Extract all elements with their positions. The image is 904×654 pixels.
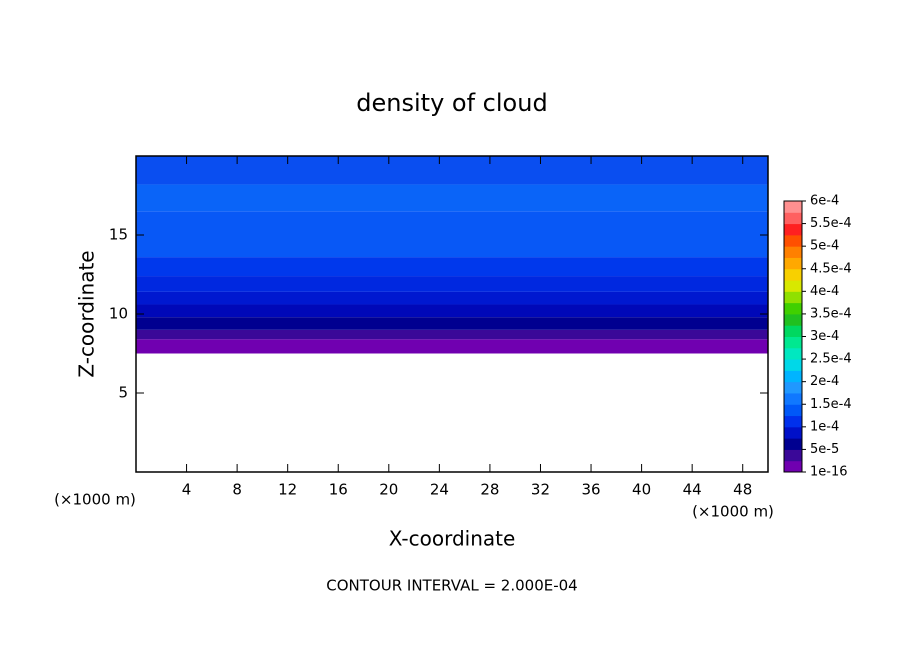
colorbar-box [784,336,802,349]
chart-title: density of cloud [356,89,547,117]
x-tick-label: 28 [480,481,499,499]
colorbar-label: 4.5e-4 [810,261,852,276]
colorbar-label: 5e-4 [810,239,839,254]
colorbar-label: 2e-4 [810,374,839,389]
colorbar-label: 3.5e-4 [810,306,852,321]
y-tick-label: 15 [109,226,128,244]
colorbar-label: 1e-16 [810,465,848,480]
colorbar-box [784,370,802,383]
contour-band [136,339,768,354]
colorbar-box [784,223,802,236]
colorbar-box [784,313,802,326]
note: CONTOUR INTERVAL = 2.000E-04 [326,577,577,595]
x-tick-label: 20 [379,481,398,499]
colorbar-label: 3e-4 [810,329,839,344]
x-tick-label: 8 [232,481,242,499]
colorbar-box [784,268,802,281]
contour-band [136,304,768,318]
y-tick-label: 5 [118,384,128,402]
colorbar-box [784,449,802,462]
x-tick-label: 4 [182,481,192,499]
x-tick-label: 32 [531,481,550,499]
colorbar-label: 4e-4 [810,284,839,299]
x-tick-label: 24 [430,481,449,499]
y-axis-label: Z-coordinate [75,250,99,377]
colorbar-box [784,325,802,337]
colorbar-label: 5.5e-4 [810,216,852,231]
x-tick-label: 36 [581,481,600,499]
colorbar-box [784,212,802,225]
colorbar-box [784,302,802,315]
y-unit: (×1000 m) [54,491,136,509]
x-unit: (×1000 m) [692,503,774,521]
colorbar-box [784,257,802,270]
x-tick-label: 40 [632,481,651,499]
colorbar-label: 1.5e-4 [810,397,852,412]
x-tick-label: 44 [683,481,702,499]
colorbar-label: 1e-4 [810,419,839,434]
colorbar-box [784,426,802,439]
colorbar-box [784,381,802,394]
colorbar-box [784,201,802,213]
contour-band [136,317,768,330]
colorbar-box [784,460,802,473]
x-tick-label: 48 [733,481,752,499]
colorbar-label: 2.5e-4 [810,352,852,367]
contour-band [136,184,768,212]
colorbar-box [784,347,802,360]
colorbar-box [784,404,802,417]
contour-band [136,291,768,305]
colorbar-label: 6e-4 [810,194,839,209]
colorbar-label: 5e-5 [810,442,839,457]
contour-band [136,211,768,258]
x-tick-label: 16 [329,481,348,499]
contour-band [136,329,768,340]
colorbar-box [784,246,802,258]
contour-band [136,257,768,277]
colorbar-box [784,392,802,405]
x-axis-label: X-coordinate [389,527,516,551]
y-tick-label: 10 [109,305,128,323]
colorbar-box [784,359,802,371]
colorbar-box [784,438,802,450]
x-tick-label: 12 [278,481,297,499]
contour-band [136,276,768,292]
colorbar-box [784,415,802,428]
colorbar-box [784,280,802,292]
colorbar-box [784,234,802,247]
contour-band [136,156,768,185]
colorbar-box [784,291,802,304]
